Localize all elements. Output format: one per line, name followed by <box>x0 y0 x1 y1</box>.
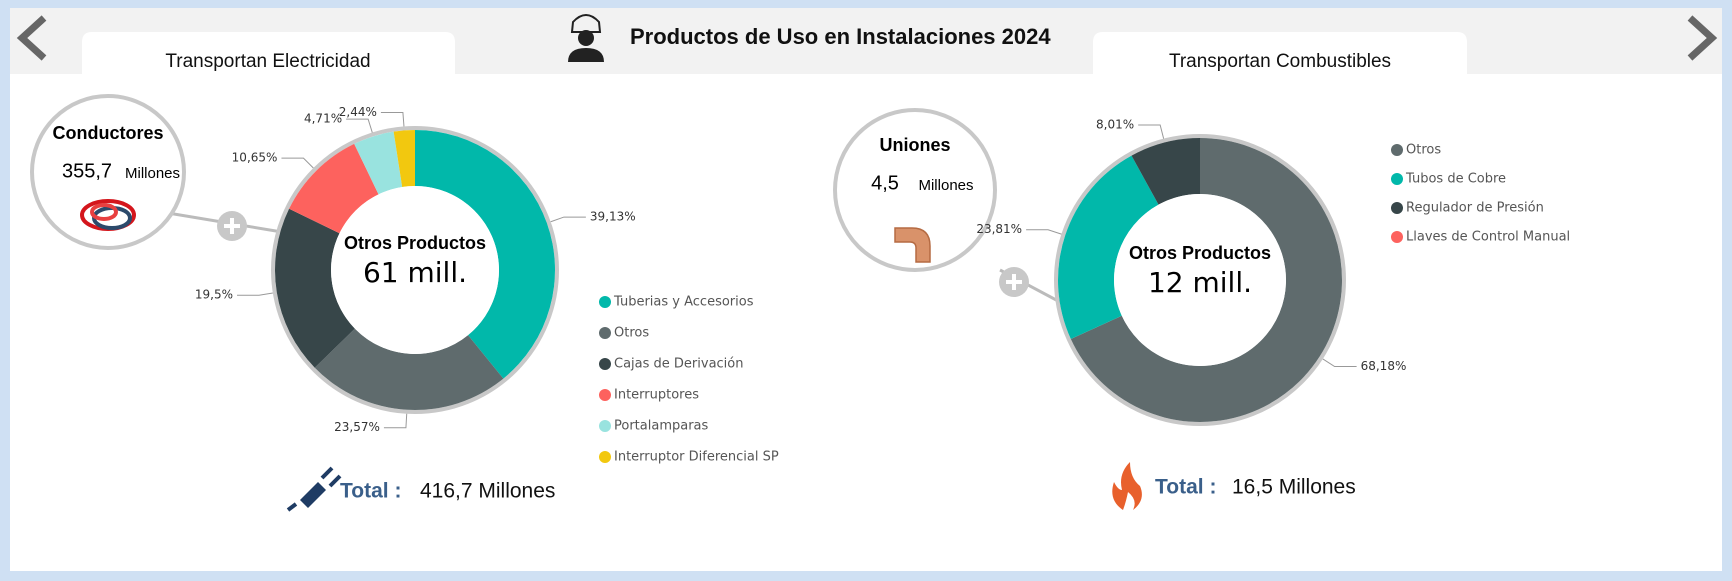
data-label: 39,13% <box>590 210 636 224</box>
donut-slice <box>354 131 403 195</box>
total-label: Total : <box>1155 476 1216 499</box>
legend-label: Otros <box>614 326 649 341</box>
leader-line <box>1322 358 1357 367</box>
leader-line <box>383 413 408 429</box>
data-label: 23,81% <box>976 222 1022 236</box>
card-unit: Millones <box>125 165 180 182</box>
legend-label: Llaves de Control Manual <box>1406 230 1570 245</box>
data-label: 19,5% <box>195 288 233 302</box>
legend-label: Cajas de Derivación <box>614 357 744 372</box>
data-label: 2,44% <box>339 105 377 119</box>
card-unit: Millones <box>918 177 973 194</box>
total-value: 416,7 Millones <box>420 480 555 503</box>
cable-icon <box>80 199 136 231</box>
legend-swatch <box>599 327 611 339</box>
legend-label: Otros <box>1406 143 1441 158</box>
donut-hole <box>1114 194 1286 366</box>
data-label: 23,57% <box>334 420 380 434</box>
flame-icon <box>1112 462 1142 510</box>
legend-swatch <box>1391 173 1403 185</box>
plus-icon <box>1006 274 1022 290</box>
legend-label: Tuberias y Accesorios <box>613 295 754 310</box>
tab-label[interactable]: Transportan Electricidad <box>165 51 370 72</box>
legend-swatch <box>599 358 611 370</box>
plug-icon <box>286 466 342 512</box>
donut-slice <box>1058 155 1159 340</box>
legend-label: Regulador de Presión <box>1406 201 1544 216</box>
center-value: 61 mill. <box>363 256 467 289</box>
canvas <box>10 8 1722 571</box>
leader-line <box>380 111 405 127</box>
legend-swatch <box>1391 231 1403 243</box>
donut-slice <box>1070 138 1342 422</box>
legend-swatch <box>1391 144 1403 156</box>
tab[interactable] <box>1093 32 1467 75</box>
card-title: Uniones <box>879 135 950 155</box>
total-value: 16,5 Millones <box>1232 476 1356 499</box>
center-title: Otros Productos <box>1129 243 1271 263</box>
legend-swatch <box>599 389 611 401</box>
leader-line <box>346 118 373 133</box>
donut-slice <box>415 130 556 379</box>
highlight-card <box>30 94 186 250</box>
legend-swatch <box>599 451 611 463</box>
leader-line <box>1138 124 1165 139</box>
donut-slice <box>1131 138 1200 205</box>
highlight-card <box>833 108 997 272</box>
donut-slice <box>289 143 379 234</box>
donut-slice <box>314 328 504 410</box>
legend-swatch <box>599 420 611 432</box>
data-label: 8,01% <box>1096 118 1134 132</box>
data-label: 68,18% <box>1361 359 1407 373</box>
total-label: Total : <box>340 480 401 503</box>
tab[interactable] <box>82 32 455 75</box>
legend-label: Portalamparas <box>614 419 709 434</box>
donut-rim <box>1054 134 1346 426</box>
card-value: 4,5 <box>871 172 899 194</box>
donut-slice <box>393 130 415 187</box>
data-label: 10,65% <box>232 151 278 165</box>
donut-rim <box>271 126 559 414</box>
data-label: 4,71% <box>304 112 342 126</box>
legend-swatch <box>599 296 611 308</box>
center-title: Otros Productos <box>344 233 486 253</box>
tab-label[interactable]: Transportan Combustibles <box>1169 51 1391 72</box>
nav-prev[interactable] <box>16 15 47 61</box>
leader-line <box>1026 229 1062 235</box>
legend-label: Tubos de Cobre <box>1405 172 1506 187</box>
leader-line <box>237 292 273 296</box>
nav-next[interactable] <box>1687 15 1718 61</box>
donut-slice <box>275 208 355 368</box>
page-title: Productos de Uso en Instalaciones 2024 <box>630 24 1051 49</box>
card-value: 355,7 <box>62 160 112 182</box>
legend-label: Interruptor Diferencial SP <box>614 450 779 465</box>
center-value: 12 mill. <box>1148 266 1252 299</box>
elbow-icon <box>894 227 931 263</box>
donut-hole <box>331 186 499 354</box>
worker-icon <box>568 14 604 62</box>
leader-line <box>550 216 586 223</box>
legend-swatch <box>1391 202 1403 214</box>
plus-icon <box>224 218 240 234</box>
legend-label: Interruptores <box>614 388 699 403</box>
leader-line <box>281 157 314 169</box>
card-title: Conductores <box>52 123 163 143</box>
